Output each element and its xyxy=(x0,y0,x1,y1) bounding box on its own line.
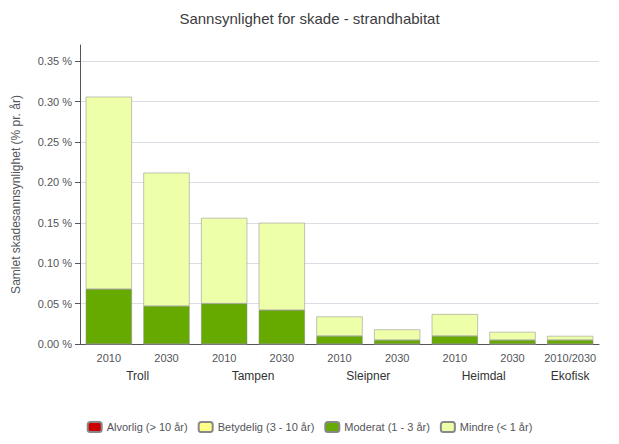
svg-text:Alvorlig (> 10 år): Alvorlig (> 10 år) xyxy=(107,421,188,433)
svg-text:2010: 2010 xyxy=(212,352,236,364)
svg-text:2030: 2030 xyxy=(270,352,294,364)
svg-text:0.15 %: 0.15 % xyxy=(38,217,72,229)
svg-text:2030: 2030 xyxy=(500,352,524,364)
svg-text:Tampen: Tampen xyxy=(232,369,275,383)
svg-text:2030: 2030 xyxy=(385,352,409,364)
svg-text:2030: 2030 xyxy=(154,352,178,364)
svg-text:Moderat (1 - 3 år): Moderat (1 - 3 år) xyxy=(344,421,430,433)
svg-text:0.25 %: 0.25 % xyxy=(38,136,72,148)
svg-text:0.20 %: 0.20 % xyxy=(38,176,72,188)
svg-text:0.35 %: 0.35 % xyxy=(38,55,72,67)
svg-text:2010: 2010 xyxy=(327,352,351,364)
svg-text:Ekofisk: Ekofisk xyxy=(551,369,591,383)
svg-text:2010: 2010 xyxy=(97,352,121,364)
svg-text:0.00 %: 0.00 % xyxy=(38,338,72,350)
svg-text:0.30 %: 0.30 % xyxy=(38,96,72,108)
svg-text:2010/2030: 2010/2030 xyxy=(544,352,596,364)
svg-text:Sleipner: Sleipner xyxy=(346,369,390,383)
svg-text:Betydelig (3 - 10 år): Betydelig (3 - 10 år) xyxy=(218,421,315,433)
svg-text:Samlet skadesannsynlighet (% p: Samlet skadesannsynlighet (% pr. år) xyxy=(9,95,23,294)
svg-text:0.05 %: 0.05 % xyxy=(38,298,72,310)
svg-text:Sannsynlighet for skade - stra: Sannsynlighet for skade - strandhabitat xyxy=(179,10,440,27)
svg-text:Mindre (< 1 år): Mindre (< 1 år) xyxy=(460,421,532,433)
svg-text:Troll: Troll xyxy=(126,369,149,383)
svg-text:Heimdal: Heimdal xyxy=(462,369,506,383)
svg-text:0.10 %: 0.10 % xyxy=(38,257,72,269)
svg-text:2010: 2010 xyxy=(443,352,467,364)
